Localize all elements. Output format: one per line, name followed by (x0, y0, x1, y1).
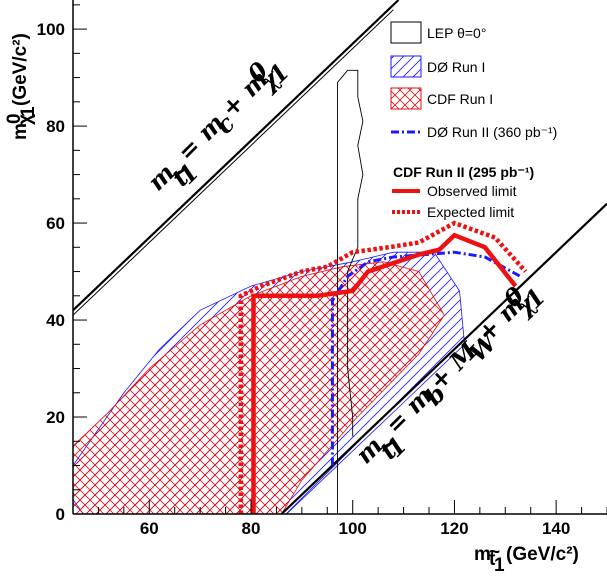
svg-text:1: 1 (494, 555, 505, 576)
legend-label-expected: Expected limit (427, 204, 514, 220)
kinematic-line-upper-edge (73, 9, 394, 316)
cdf-observed-limit (251, 232, 518, 514)
y-tick-label: 60 (46, 214, 65, 233)
y-tick-label: 100 (37, 20, 65, 39)
y-tick-label: 20 (46, 408, 65, 427)
legend-label-lep: LEP θ=0° (427, 25, 486, 41)
legend-swatch-d0-run1 (390, 55, 422, 78)
legend-swatch-cdf-run1 (390, 87, 422, 110)
legend-swatch-lep (390, 21, 422, 44)
legend: LEP θ=0° DØ Run I CDF Run I DØ Run II (3… (390, 21, 557, 220)
x-tick-label: 120 (440, 519, 468, 538)
cdf-expected-limit (238, 220, 528, 514)
y-tick-label: 80 (46, 117, 65, 136)
svg-text:0: 0 (4, 113, 25, 124)
x-axis-label: m ~ t 1 (GeV/c²) (474, 542, 579, 576)
legend-label-observed: Observed limit (427, 183, 517, 199)
y-axis-label: m 0 χ 1 (GeV/c²) (4, 33, 39, 140)
svg-text:(GeV/c²): (GeV/c²) (506, 544, 579, 565)
x-tick-label: 80 (242, 519, 261, 538)
x-tick-label: 100 (339, 519, 367, 538)
d0-run2-curve (330, 250, 522, 466)
svg-text:t: t (489, 549, 496, 570)
legend-label-cdf-run1: CDF Run I (427, 91, 493, 107)
svg-text:m: m (474, 544, 491, 565)
svg-text:(GeV/c²): (GeV/c²) (10, 33, 31, 106)
legend-label-d0-run2: DØ Run II (360 pb⁻¹) (427, 124, 557, 140)
upper-kinematic-label: m ~ t 1 = m c + m 0 χ 1 (142, 56, 295, 197)
svg-text:~: ~ (489, 542, 500, 563)
kinematic-line-lower (280, 202, 607, 514)
lep-curve (337, 69, 364, 514)
x-tick-label: 140 (542, 519, 570, 538)
y-tick-label: 0 (56, 505, 65, 524)
x-tick-label: 60 (140, 519, 159, 538)
svg-text:1: 1 (18, 106, 39, 117)
kinematic-line-upper (73, 0, 400, 312)
legend-label-d0-run1: DØ Run I (427, 59, 485, 75)
svg-text:m: m (10, 123, 31, 140)
y-tick-label: 40 (46, 311, 65, 330)
legend-cdf-run2-title: CDF Run II (295 pb⁻¹) (393, 164, 534, 180)
svg-text:χ: χ (15, 114, 36, 125)
